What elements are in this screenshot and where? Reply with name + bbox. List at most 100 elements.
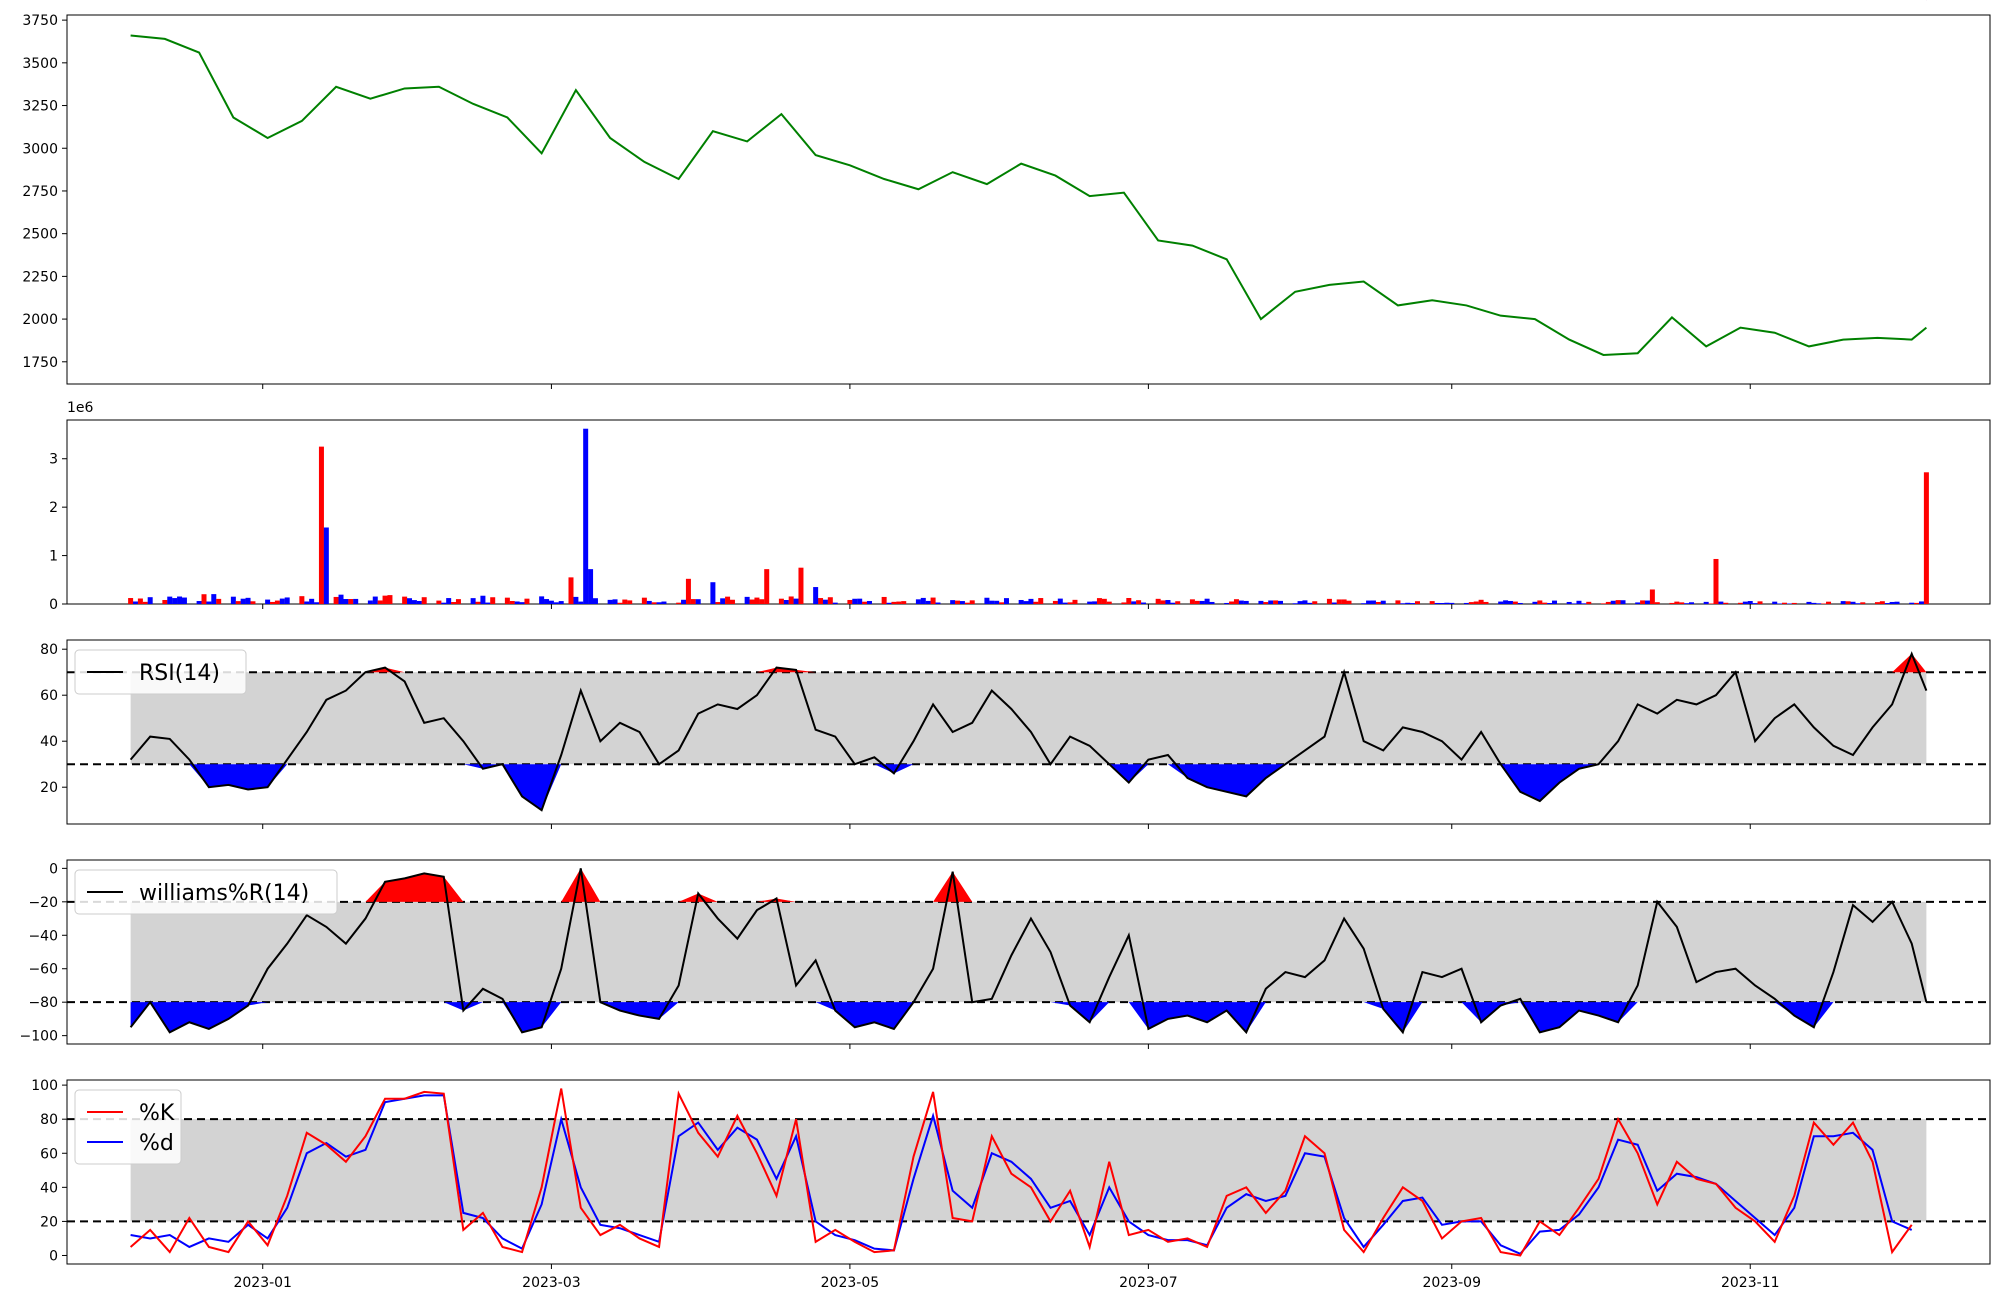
volume-exponent-label: 1e6 xyxy=(67,400,94,416)
volume-bar xyxy=(436,600,442,604)
volume-bar xyxy=(1914,602,1920,604)
volume-bar xyxy=(989,600,995,604)
volume-bar xyxy=(578,601,584,604)
volume-bar xyxy=(402,596,408,604)
volume-bar xyxy=(1498,601,1504,604)
volume-bar xyxy=(1649,589,1655,604)
volume-bar xyxy=(1444,602,1450,604)
volume-bar xyxy=(284,597,290,604)
volume-bar xyxy=(896,601,902,604)
volume-bar xyxy=(1884,603,1890,604)
overbought-fill xyxy=(130,653,1927,673)
volume-bar xyxy=(661,601,667,604)
volume-bar xyxy=(1679,602,1685,604)
volume-bar xyxy=(1586,601,1592,604)
volume-bar xyxy=(1806,601,1812,604)
band-fill xyxy=(130,901,1927,1003)
volume-bar xyxy=(832,602,838,604)
volume-bar xyxy=(455,599,461,604)
volume-bar xyxy=(1292,603,1298,604)
volume-bar xyxy=(1449,602,1455,604)
volume-bar xyxy=(348,599,354,604)
volume-bar xyxy=(206,601,212,604)
volume-bar xyxy=(1537,600,1543,604)
volume-bar xyxy=(338,594,344,604)
volume-bar xyxy=(314,602,320,604)
volume-bar xyxy=(1277,600,1283,604)
volume-bar xyxy=(407,598,413,604)
volume-bar xyxy=(1331,602,1337,604)
volume-bar xyxy=(1644,600,1650,604)
volume-bar xyxy=(1165,599,1171,604)
volume-bar xyxy=(250,601,256,604)
volume-bar xyxy=(1375,601,1381,604)
x-tick-label: 2023-05 xyxy=(821,1275,880,1291)
panel-williams: −100 −80 −60 −40 −20 0 williams%R(14) xyxy=(20,859,1991,1049)
volume-bar xyxy=(1542,602,1548,604)
panel-rsi: 20 40 60 80 RSI(14) xyxy=(40,639,1991,829)
volume-bar xyxy=(421,597,427,604)
volume-bar xyxy=(573,596,579,604)
legend: %K %d xyxy=(74,1089,182,1165)
y-tick-label: 40 xyxy=(40,734,58,750)
volume-bar xyxy=(793,598,799,604)
volume-bar xyxy=(177,596,183,604)
legend-label: williams%R(14) xyxy=(139,881,309,906)
volume-bar xyxy=(1635,602,1641,604)
y-tick-label: 20 xyxy=(40,1214,58,1230)
volume-bar xyxy=(1742,601,1748,604)
volume-bar xyxy=(818,598,824,604)
volume-bar xyxy=(1233,599,1239,604)
volume-bar xyxy=(881,596,887,604)
volume-bar xyxy=(299,596,305,604)
volume-bar xyxy=(1737,602,1743,604)
volume-bar xyxy=(676,602,682,604)
volume-bar xyxy=(1302,600,1308,604)
volume-bar xyxy=(583,428,589,604)
volume-bar xyxy=(568,577,574,604)
volume-bar xyxy=(211,594,217,604)
volume-bar xyxy=(1860,602,1866,604)
x-tick-label: 2023-09 xyxy=(1423,1275,1482,1291)
volume-bar xyxy=(1689,602,1695,604)
volume-bar xyxy=(695,599,701,604)
volume-bar xyxy=(1889,601,1895,604)
volume-bar xyxy=(920,597,926,604)
volume-bar xyxy=(759,599,765,604)
panel-price: 1750 2000 2250 2500 2750 3000 3250 3500 3750 xyxy=(22,13,1991,389)
volume-bar xyxy=(1023,601,1029,604)
legend-label: %d xyxy=(139,1131,174,1156)
panel-volume: 0 1 2 3 1e6 xyxy=(49,400,1991,613)
volume-bar xyxy=(720,598,726,604)
volume-bar xyxy=(950,600,956,604)
volume-bar xyxy=(955,600,961,604)
y-tick-label: 3000 xyxy=(22,141,58,157)
band-fill xyxy=(130,672,1927,765)
y-tick-label: 2750 xyxy=(22,184,58,200)
y-tick-label: −80 xyxy=(28,995,58,1011)
volume-bar xyxy=(1410,603,1416,604)
volume-bar xyxy=(915,599,921,604)
volume-bar xyxy=(411,600,417,604)
volume-bar xyxy=(318,446,324,604)
volume-bar xyxy=(1503,600,1509,604)
volume-bar xyxy=(964,602,970,604)
x-tick-label: 2023-01 xyxy=(233,1275,292,1291)
volume-bar xyxy=(230,596,236,604)
volume-bar xyxy=(1777,603,1783,604)
volume-bar xyxy=(1811,602,1817,604)
volume-bar xyxy=(416,600,422,604)
legend: williams%R(14) xyxy=(74,869,338,915)
volume-bar xyxy=(162,599,168,604)
volume-bar xyxy=(607,599,613,604)
volume-bar xyxy=(1791,602,1797,604)
volume-bar xyxy=(592,598,598,604)
volume-bar xyxy=(1106,601,1112,604)
volume-bar xyxy=(142,601,148,604)
volume-bar xyxy=(1170,602,1176,604)
volume-bar xyxy=(1131,601,1137,604)
volume-bar xyxy=(137,598,143,604)
volume-bar xyxy=(1918,601,1924,604)
volume-bar xyxy=(783,600,789,604)
